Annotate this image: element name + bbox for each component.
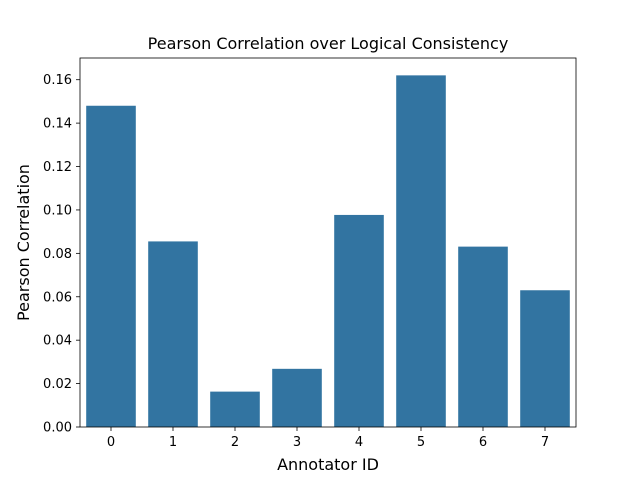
x-tick-label: 0 xyxy=(107,435,115,450)
x-axis: 0 1 2 3 4 5 6 7 xyxy=(107,427,549,450)
y-tick-label: 0.10 xyxy=(43,203,72,218)
x-tick-label: 2 xyxy=(231,435,239,450)
bar-annotator-2 xyxy=(210,391,260,427)
bar-annotator-7 xyxy=(520,290,570,427)
y-tick-label: 0.04 xyxy=(43,334,72,349)
x-tick-label: 3 xyxy=(293,435,301,450)
bar-annotator-0 xyxy=(86,105,136,428)
x-tick-label: 4 xyxy=(355,435,363,450)
x-axis-title: Annotator ID xyxy=(277,455,379,474)
x-tick-label: 7 xyxy=(541,435,549,450)
bar-annotator-1 xyxy=(148,241,198,427)
y-tick-label: 0.14 xyxy=(43,117,72,132)
chart-title: Pearson Correlation over Logical Consist… xyxy=(148,34,509,53)
bar-annotator-6 xyxy=(458,246,508,427)
bar-annotator-5 xyxy=(396,75,446,427)
y-tick-label: 0.08 xyxy=(43,247,72,262)
bar-annotator-4 xyxy=(334,214,384,427)
bar-annotator-3 xyxy=(272,368,322,427)
x-tick-label: 6 xyxy=(479,435,487,450)
x-tick-label: 5 xyxy=(417,435,425,450)
y-tick-label: 0.02 xyxy=(43,377,72,392)
y-tick-label: 0.12 xyxy=(43,160,72,175)
plot-frame xyxy=(79,57,577,428)
x-tick-label: 1 xyxy=(169,435,177,450)
bars-group xyxy=(86,75,570,428)
y-tick-label: 0.16 xyxy=(43,73,72,88)
y-tick-label: 0.00 xyxy=(43,421,72,436)
y-tick-label: 0.06 xyxy=(43,290,72,305)
y-axis: 0.00 0.02 0.04 0.06 0.08 0.10 0.12 0.14 0.16 xyxy=(43,73,80,436)
y-axis-title: Pearson Correlation xyxy=(14,164,33,321)
